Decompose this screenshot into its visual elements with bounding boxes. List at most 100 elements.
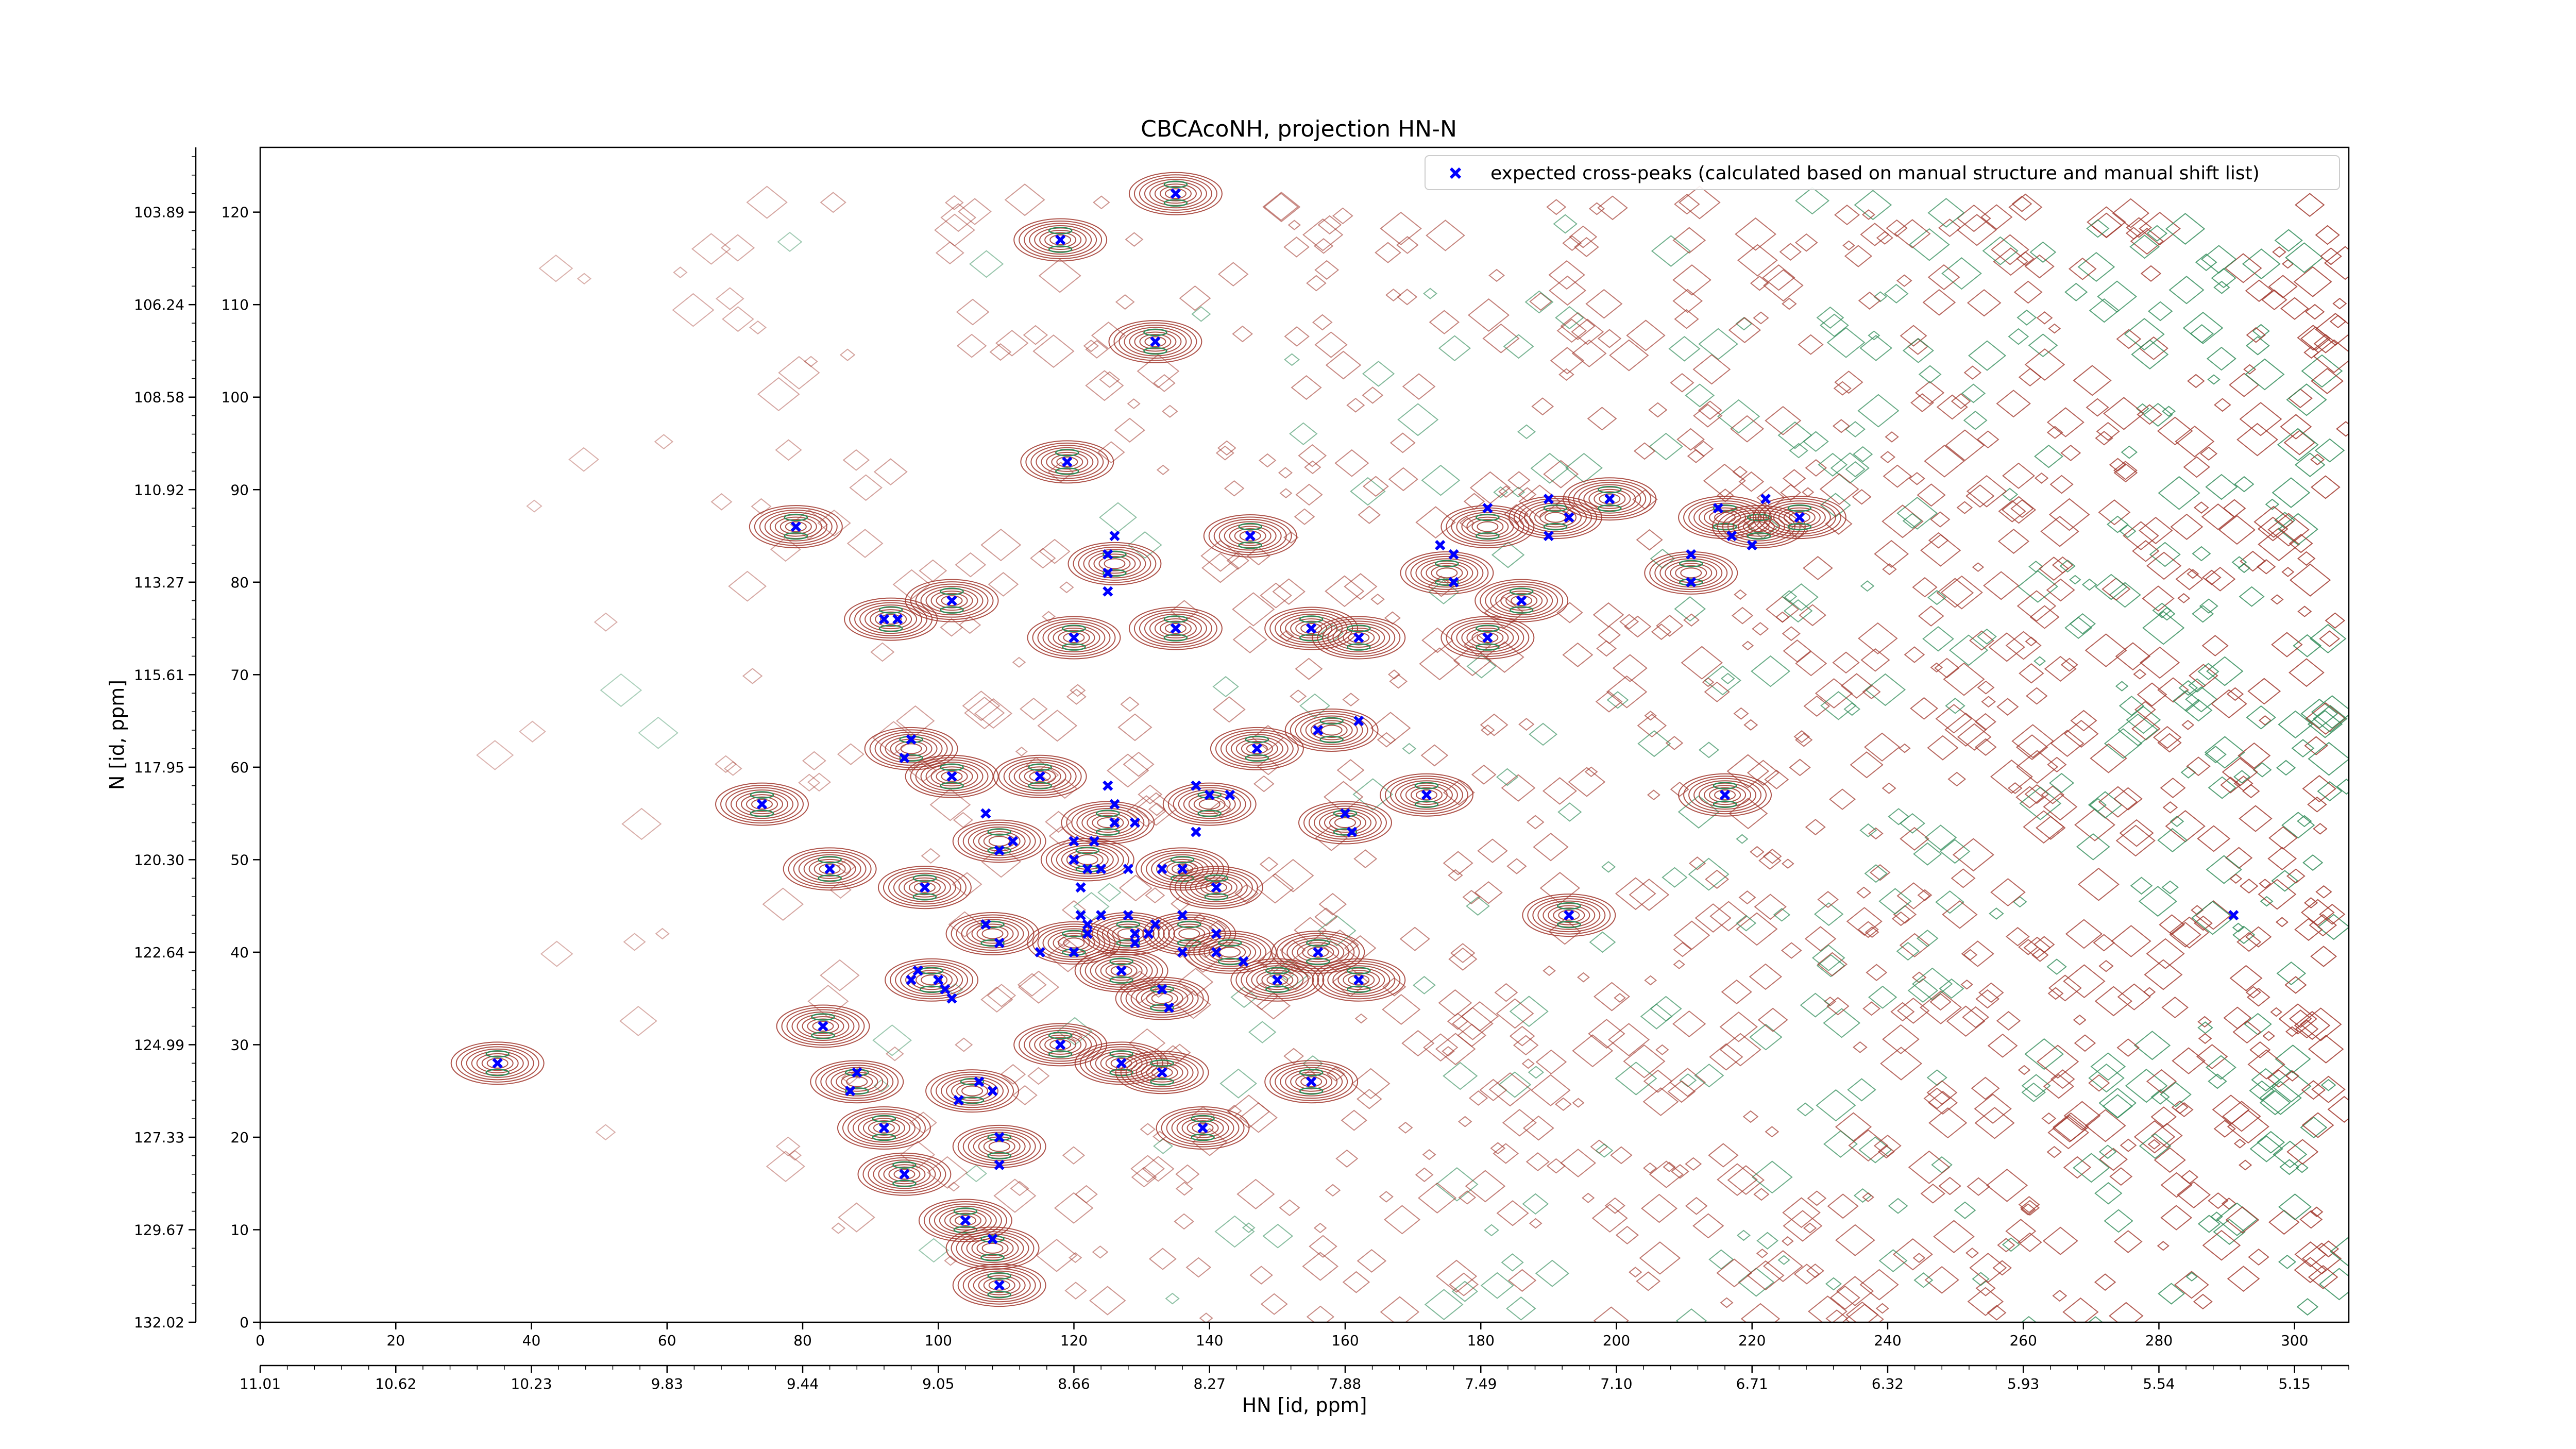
noise-contour [1912, 967, 1953, 1001]
noise-contour [1062, 1146, 1086, 1165]
noise-contour [1762, 264, 1795, 291]
noise-contour [2104, 1209, 2133, 1233]
y-ppm-tick-label: 127.33 [134, 1129, 184, 1146]
contour-ring-negative [1048, 1050, 1073, 1058]
noise-contour [1420, 744, 1449, 767]
noise-contour [1636, 529, 1663, 551]
noise-contour [2150, 1106, 2177, 1127]
contour-ring-negative [1062, 930, 1086, 938]
noise-contour [1843, 702, 1861, 716]
contour-ring [1337, 970, 1380, 990]
noise-contour [1214, 1215, 1255, 1248]
noise-contour [2076, 833, 2110, 861]
contour-ring-negative [1150, 1059, 1174, 1067]
noise-contour [1650, 996, 1682, 1022]
noise-contour [2248, 1248, 2269, 1266]
noise-contour [1765, 1126, 1780, 1138]
noise-contour [1419, 647, 1461, 681]
noise-contour [2246, 327, 2266, 343]
noise-contour [1593, 1306, 1629, 1322]
contour-ring [993, 754, 1087, 798]
contour-ring-negative [872, 1115, 896, 1123]
noise-contour [1961, 940, 1994, 967]
noise-contour [1912, 577, 1938, 598]
contour-ring [1505, 593, 1538, 609]
noise-contour [2336, 421, 2349, 437]
noise-contour [947, 1182, 960, 1192]
contour-ring [1071, 805, 1145, 840]
noise-contour [1530, 452, 1569, 484]
cross-peak-marker [1096, 909, 1107, 921]
noise-contour [1353, 849, 1378, 869]
noise-contour [2267, 513, 2310, 547]
noise-contour [2308, 1265, 2338, 1289]
contour-ring [476, 1053, 519, 1073]
noise-contour [1989, 907, 2004, 920]
contour-ring [1040, 838, 1134, 882]
noise-contour [2126, 705, 2161, 734]
contour-ring [1295, 620, 1328, 636]
contour-ring-negative [1713, 782, 1737, 789]
contour-ring-negative [1150, 985, 1174, 993]
contour-ring [1029, 1030, 1092, 1059]
x-index-tick-label: 260 [2009, 1332, 2037, 1349]
noise-contour [1719, 1012, 1758, 1042]
noise-contour [918, 1238, 950, 1263]
contour-ring [916, 972, 948, 988]
noise-contour [2285, 1070, 2299, 1082]
noise-contour [2169, 916, 2210, 949]
noise-contour [2294, 918, 2323, 941]
noise-contour [2046, 407, 2084, 437]
cross-peak-marker [1245, 530, 1256, 542]
contour-ring [920, 586, 984, 616]
noise-contour [1896, 497, 1938, 530]
noise-contour [2245, 986, 2262, 999]
noise-contour [2015, 734, 2048, 761]
noise-contour [1179, 285, 1211, 311]
noise-contour [2098, 959, 2114, 972]
noise-contour [1967, 289, 2002, 317]
noise-contour [1781, 590, 1798, 603]
noise-contour [2246, 987, 2270, 1007]
noise-contour [2130, 877, 2153, 895]
noise-contour [921, 848, 941, 864]
noise-contour [2133, 1031, 2171, 1060]
noise-contour [1829, 788, 1856, 810]
noise-contour [1857, 394, 1900, 428]
noise-contour [1823, 1130, 1858, 1158]
x-index-tick-label: 180 [1467, 1332, 1494, 1349]
noise-contour [594, 612, 618, 632]
contour-ring [1154, 618, 1197, 639]
contour-ring-negative [1116, 939, 1141, 947]
contour-ring [1440, 505, 1535, 549]
contour-ring [888, 870, 961, 905]
noise-contour [2086, 219, 2110, 238]
noise-contour [1782, 297, 1797, 310]
cross-peak-marker [1157, 1067, 1167, 1078]
noise-contour [2289, 533, 2313, 553]
noise-contour [1099, 502, 1137, 533]
noise-contour [1681, 646, 1723, 680]
noise-contour [2119, 696, 2145, 716]
contour-ring [1050, 843, 1124, 877]
noise-contour [2123, 521, 2159, 550]
noise-contour [1954, 1201, 1976, 1219]
noise-contour [1496, 1200, 1529, 1226]
noise-contour [2086, 398, 2109, 417]
noise-contour [1708, 1249, 1734, 1270]
contour-ring [815, 1062, 899, 1101]
noise-contour [2261, 289, 2287, 311]
noise-contour [2177, 1181, 2211, 1209]
noise-contour [1148, 1248, 1177, 1270]
noise-contour [1334, 449, 1369, 477]
noise-contour [2286, 383, 2327, 416]
contour-ring [1229, 526, 1272, 546]
y-ppm-tick-label: 110.92 [134, 481, 184, 498]
noise-contour [1927, 735, 1959, 761]
contour-ring [1151, 993, 1173, 1004]
noise-contour [1642, 1087, 1679, 1116]
noise-contour [1800, 992, 1831, 1018]
contour-ring [1343, 630, 1375, 646]
